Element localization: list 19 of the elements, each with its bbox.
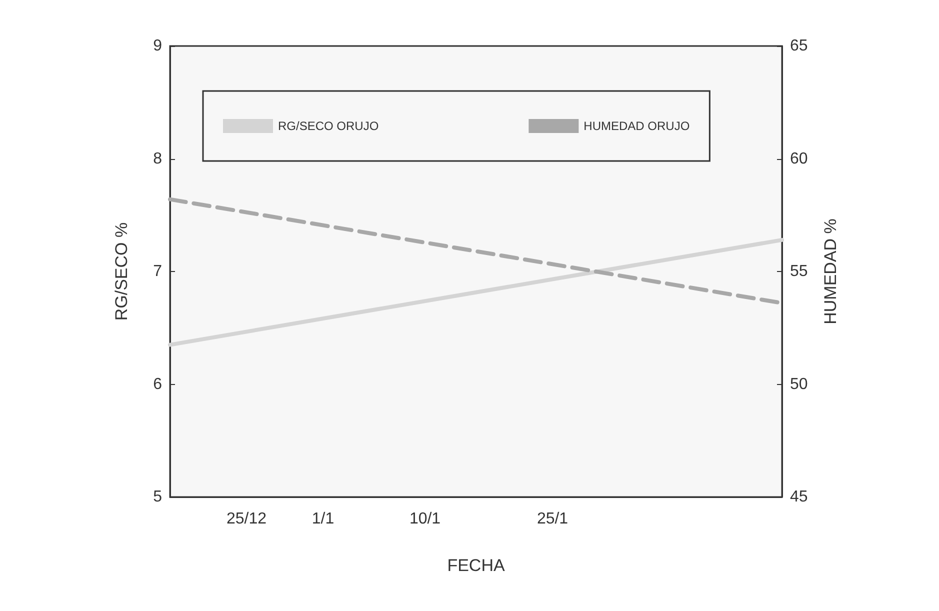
y2-axis-title: HUMEDAD % bbox=[821, 218, 840, 324]
y-tick-label: 7 bbox=[153, 263, 162, 280]
y-tick-label: 5 bbox=[153, 488, 162, 506]
legend-label: HUMEDAD ORUJO bbox=[584, 119, 690, 133]
y2-tick-label: 55 bbox=[790, 263, 808, 280]
y-tick-label: 6 bbox=[153, 376, 162, 393]
x-tick-label: 25/1 bbox=[536, 510, 568, 528]
y2-tick-label: 45 bbox=[790, 488, 808, 506]
y2-tick-label: 65 bbox=[790, 38, 808, 54]
y-tick-label: 8 bbox=[153, 150, 162, 168]
x-tick-label: 1/1 bbox=[312, 510, 334, 528]
x-tick-label: 25/12 bbox=[226, 510, 267, 528]
x-axis-title: FECHA bbox=[447, 556, 506, 575]
legend-label: RG/SECO ORUJO bbox=[278, 119, 379, 133]
y-axis-title: RG/SECO % bbox=[112, 222, 131, 321]
y2-tick-label: 60 bbox=[790, 150, 808, 168]
y2-tick-label: 50 bbox=[790, 376, 808, 393]
y-tick-label: 9 bbox=[153, 38, 162, 54]
x-tick-label: 10/1 bbox=[409, 510, 441, 528]
